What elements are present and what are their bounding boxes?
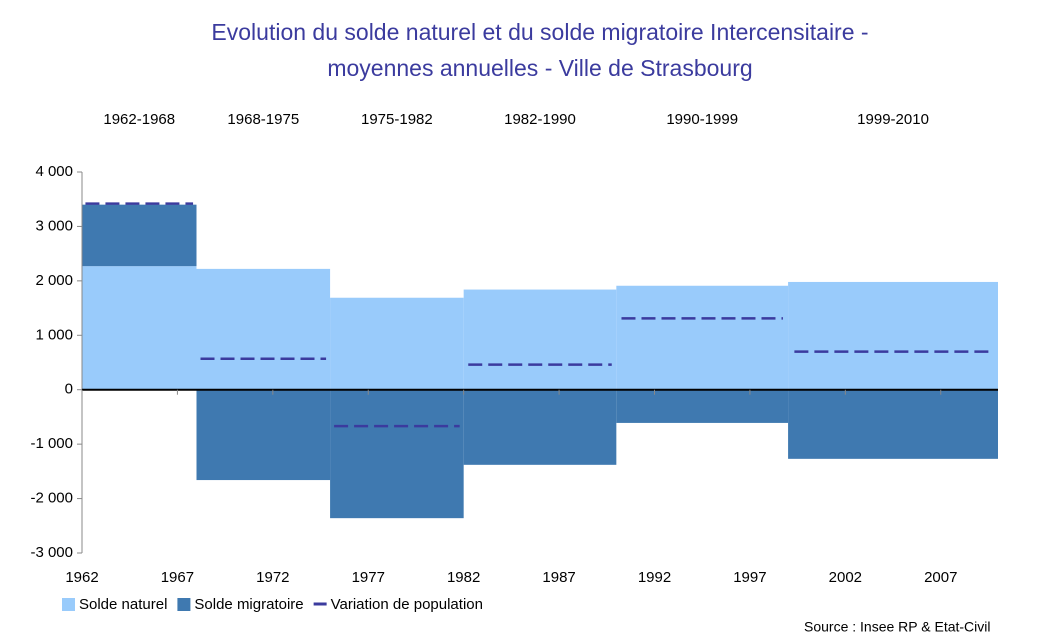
bar-natural [463,289,617,390]
y-tick-label: 0 [65,381,73,398]
legend-swatch [177,598,191,611]
y-tick-label: 2 000 [35,272,73,289]
y-tick-label: -2 000 [30,490,73,507]
legend-label: Solde naturel [79,596,167,613]
bar-natural [616,285,789,390]
legend-swatch [62,598,75,611]
x-tick-label: 1972 [256,569,289,586]
x-tick-label: 2007 [924,569,957,586]
y-tick-label: -1 000 [30,435,73,452]
x-tick-label: 2002 [829,569,862,586]
x-tick-label: 1967 [161,569,194,586]
x-tick-label: 1992 [638,569,671,586]
x-tick-label: 1977 [352,569,385,586]
y-tick-label: 1 000 [35,326,73,343]
x-tick-label: 1982 [447,569,480,586]
x-tick-label: 1997 [733,569,766,586]
period-label: 1975-1982 [361,111,433,128]
period-label: 1982-1990 [504,111,576,128]
bar-migratory [788,389,998,459]
bar-natural [330,297,464,390]
bar-migratory [616,389,789,423]
chart-title: Evolution du solde naturel et du solde m… [211,19,868,45]
legend-label: Variation de population [331,596,483,613]
bar-natural [788,281,998,390]
legend-label: Solde migratoire [194,596,303,613]
period-label: 1990-1999 [666,111,738,128]
y-tick-label: -3 000 [30,544,73,561]
bar-migratory [82,204,197,267]
y-tick-label: 4 000 [35,163,73,180]
bar-natural [196,268,331,390]
period-label: 1999-2010 [857,111,929,128]
bar-migratory [330,389,464,519]
period-label: 1968-1975 [227,111,299,128]
x-tick-label: 1962 [65,569,98,586]
bar-migratory [196,389,331,481]
y-tick-label: 3 000 [35,217,73,234]
source-note: Source : Insee RP & Etat-Civil [804,619,990,635]
x-tick-label: 1987 [542,569,575,586]
bar-migratory [463,389,617,465]
chart-subtitle: moyennes annuelles - Ville de Strasbourg [327,55,752,81]
bar-natural [82,266,197,390]
period-label: 1962-1968 [103,111,175,128]
